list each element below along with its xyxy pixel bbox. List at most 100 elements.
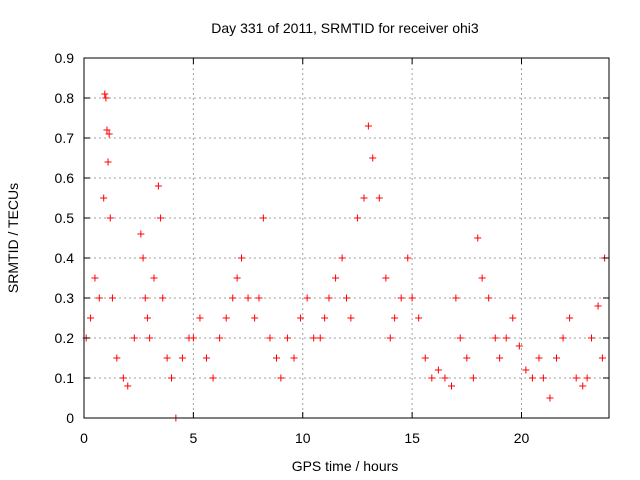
data-point	[463, 354, 471, 362]
data-point	[456, 334, 464, 342]
y-tick-label: 0.9	[55, 50, 75, 66]
data-point	[255, 294, 263, 302]
data-point	[579, 382, 587, 390]
data-point	[332, 274, 340, 282]
data-point	[150, 274, 158, 282]
data-point	[528, 374, 536, 382]
x-tick-label: 0	[80, 430, 88, 446]
grid-lines	[84, 58, 609, 418]
data-point	[196, 314, 204, 322]
data-point	[428, 374, 436, 382]
x-tick-labels: 0 5 10 15 20	[80, 430, 529, 446]
data-point	[572, 374, 580, 382]
data-point	[404, 254, 412, 262]
data-point	[168, 374, 175, 382]
data-point	[95, 294, 103, 302]
data-point	[137, 230, 145, 238]
data-point	[559, 334, 567, 342]
data-point	[229, 294, 237, 302]
data-point	[415, 314, 423, 322]
data-point	[163, 354, 171, 362]
data-point	[369, 154, 377, 162]
data-point	[535, 354, 543, 362]
data-point	[157, 214, 165, 222]
data-point	[130, 334, 138, 342]
data-point	[364, 122, 372, 130]
y-tick-label: 0.4	[55, 250, 75, 266]
data-point	[478, 274, 486, 282]
data-point	[124, 382, 132, 390]
data-point	[91, 274, 99, 282]
data-point	[259, 214, 267, 222]
data-point	[104, 158, 112, 166]
data-point	[485, 294, 493, 302]
data-point	[469, 374, 477, 382]
data-point	[338, 254, 346, 262]
data-point	[238, 254, 245, 262]
data-point	[216, 334, 224, 342]
data-point	[139, 254, 147, 262]
data-point	[553, 354, 560, 362]
data-point	[452, 294, 460, 302]
data-point	[310, 334, 318, 342]
x-axis-label: GPS time / hours	[292, 458, 399, 474]
data-point	[102, 94, 110, 102]
data-point	[360, 194, 368, 202]
data-point	[106, 214, 114, 222]
data-point	[103, 126, 111, 134]
data-point	[353, 214, 361, 222]
data-point	[119, 374, 127, 382]
data-point	[290, 354, 298, 362]
data-point	[189, 334, 197, 342]
data-point	[146, 334, 154, 342]
data-point	[598, 354, 606, 362]
data-point	[321, 314, 329, 322]
data-point	[159, 294, 167, 302]
data-point	[375, 194, 383, 202]
data-point	[441, 374, 449, 382]
data-point	[588, 334, 595, 342]
data-point	[87, 314, 95, 322]
data-point	[391, 314, 399, 322]
data-point	[502, 334, 510, 342]
data-point	[233, 274, 241, 282]
data-point	[154, 182, 162, 190]
data-point	[251, 314, 259, 322]
data-point	[386, 334, 394, 342]
data-point	[522, 366, 530, 374]
y-tick-label: 0.7	[55, 130, 75, 146]
data-point	[203, 354, 210, 362]
data-point	[421, 354, 429, 362]
axis-ticks	[83, 57, 609, 419]
data-point	[105, 130, 113, 138]
data-point	[448, 382, 455, 390]
data-point	[583, 374, 591, 382]
data-point	[316, 334, 324, 342]
data-point	[100, 194, 108, 202]
data-point	[266, 334, 274, 342]
y-tick-label: 0.2	[55, 330, 75, 346]
y-tick-label: 0.5	[55, 210, 75, 226]
data-point	[113, 354, 121, 362]
y-tick-label: 0.3	[55, 290, 75, 306]
x-tick-label: 20	[514, 430, 530, 446]
data-point	[491, 334, 499, 342]
y-axis-label: SRMTID / TECUs	[5, 183, 21, 293]
data-point	[434, 366, 442, 374]
data-point	[297, 314, 305, 322]
data-point	[566, 314, 574, 322]
data-point	[474, 234, 482, 242]
plot-frame	[83, 57, 610, 419]
data-point	[515, 342, 523, 350]
data-point	[325, 294, 333, 302]
data-point	[143, 314, 151, 322]
data-point	[244, 294, 252, 302]
data-point	[496, 354, 504, 362]
data-point	[178, 354, 186, 362]
x-tick-label: 15	[404, 430, 420, 446]
data-point	[408, 294, 416, 302]
chart-title: Day 331 of 2011, SRMTID for receiver ohi…	[211, 20, 479, 36]
y-tick-label: 0	[66, 410, 74, 426]
